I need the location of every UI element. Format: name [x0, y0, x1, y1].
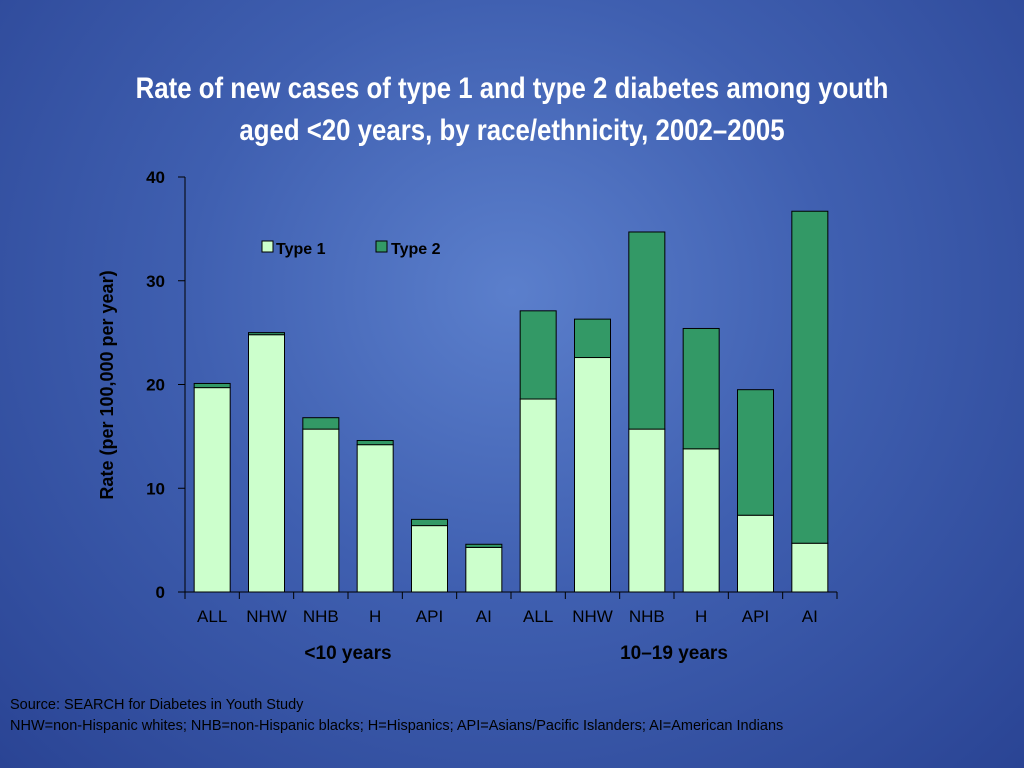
- bar-segment-type-1: [248, 334, 285, 593]
- bar-segment-type-1: [737, 514, 774, 593]
- bar-segment-type-2: [682, 327, 720, 450]
- bar-segment-type-2: [737, 389, 774, 516]
- legend: Type 1 Type 2: [261, 240, 441, 258]
- bar-segment-type-2: [465, 543, 503, 548]
- y-axis-title: Rate (per 100,000 per year): [97, 270, 117, 499]
- x-category-label: AI: [802, 607, 818, 626]
- group-label-2: 10–19 years: [620, 643, 728, 664]
- bar-segment-type-1: [574, 357, 611, 593]
- stacked-bar-chart: 0 10 20 30 40 ALL NHW NHB H API AI ALL NHW NHB H API AI…: [97, 168, 838, 664]
- x-category-label: ALL: [523, 607, 553, 626]
- footnote: Source: SEARCH for Diabetes in Youth Stu…: [10, 695, 1014, 737]
- x-category-label: ALL: [197, 607, 227, 626]
- bar-segment-type-1: [356, 444, 394, 593]
- bar-segment-type-1: [628, 428, 666, 593]
- bar-segment-type-2: [302, 417, 340, 430]
- title-line-2: aged <20 years, by race/ethnicity, 2002–…: [239, 114, 785, 147]
- source-note: Source: SEARCH for Diabetes in Youth Stu…: [10, 697, 304, 713]
- x-category-label: NHW: [246, 607, 287, 626]
- bar-segment-type-2: [411, 518, 448, 527]
- legend-label-type-1: Type 1: [276, 241, 326, 258]
- bar-segment-type-2: [248, 332, 285, 336]
- legend-swatch-type-1: [261, 240, 274, 253]
- bar-segment-type-2: [356, 440, 394, 446]
- legend-swatch-type-2: [375, 240, 388, 253]
- group-label-1: <10 years: [304, 643, 391, 664]
- bar-segment-type-1: [519, 398, 557, 593]
- title-line-1: Rate of new cases of type 1 and type 2 d…: [135, 72, 889, 105]
- abbreviation-note: NHW=non-Hispanic whites; NHB=non-Hispani…: [10, 718, 784, 734]
- bar-segment-type-2: [193, 382, 231, 389]
- x-category-label: AI: [476, 607, 492, 626]
- x-category-label: API: [742, 607, 769, 626]
- bar-segment-type-1: [411, 525, 448, 593]
- bar-segment-type-2: [574, 318, 611, 359]
- x-category-label: H: [695, 607, 707, 626]
- y-tick-label: 30: [146, 272, 165, 291]
- bar-segment-type-1: [302, 428, 340, 593]
- age-group-labels: <10 years 10–19 years: [304, 643, 727, 664]
- x-category-label: NHB: [629, 607, 665, 626]
- y-ticks: 0 10 20 30 40: [146, 168, 838, 602]
- bars-layer: [193, 210, 829, 593]
- x-category-label: NHB: [303, 607, 339, 626]
- bar-segment-type-1: [193, 387, 231, 593]
- x-category-label: NHW: [572, 607, 613, 626]
- y-tick-label: 0: [156, 583, 165, 602]
- legend-label-type-2: Type 2: [391, 241, 441, 258]
- slide-title: Rate of new cases of type 1 and type 2 d…: [106, 68, 918, 152]
- bar-segment-type-1: [791, 542, 829, 593]
- y-tick-label: 20: [146, 376, 165, 395]
- bar-segment-type-1: [465, 546, 503, 593]
- bar-segment-type-2: [628, 231, 666, 430]
- x-category-label: API: [416, 607, 443, 626]
- x-category-label: H: [369, 607, 381, 626]
- y-tick-label: 10: [146, 479, 165, 498]
- y-tick-label: 40: [146, 168, 165, 187]
- bar-segment-type-2: [519, 310, 557, 400]
- x-category-labels: ALL NHW NHB H API AI ALL NHW NHB H API AI: [197, 607, 818, 626]
- bar-segment-type-2: [791, 210, 829, 544]
- bar-segment-type-1: [682, 448, 720, 593]
